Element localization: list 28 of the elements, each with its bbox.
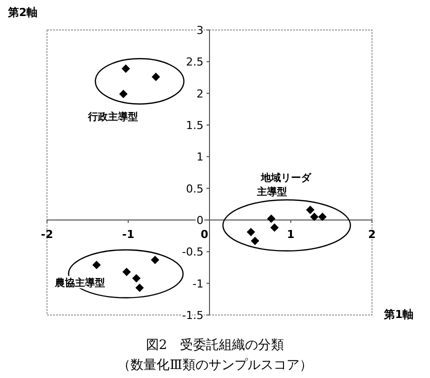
x-tick-label: 1 bbox=[286, 228, 295, 241]
y-axis-title: 第2軸 bbox=[7, 6, 38, 19]
text: 図2 受委託組織の分類 bbox=[146, 338, 284, 353]
y-tick-label: -1.5 bbox=[182, 309, 204, 322]
annotation: 主導型 bbox=[256, 186, 287, 198]
text: （数量化Ⅲ類のサンプルスコア） bbox=[118, 358, 312, 373]
y-tick-label: -0.5 bbox=[182, 246, 204, 259]
annotation: 地域リーダ bbox=[260, 172, 312, 184]
x-tick-label: -2 bbox=[40, 228, 54, 241]
annotation: 行政主導型 bbox=[87, 111, 138, 123]
point bbox=[92, 260, 101, 270]
x-axis-title: 第1軸 bbox=[383, 308, 414, 321]
y-tick-label: -1 bbox=[192, 277, 204, 290]
point bbox=[132, 274, 141, 282]
x-tick-label: 2 bbox=[368, 228, 376, 241]
y-tick-label: 3 bbox=[196, 24, 204, 37]
point bbox=[135, 284, 144, 292]
y-tick-label: 2 bbox=[196, 87, 204, 100]
point bbox=[152, 72, 160, 82]
y-tick-label: 1 bbox=[196, 150, 204, 164]
point bbox=[122, 64, 130, 73]
y-tick-label: 0.5 bbox=[186, 182, 204, 196]
x-tick-label: -1 bbox=[122, 228, 134, 241]
point bbox=[119, 90, 128, 98]
point bbox=[150, 256, 160, 264]
point bbox=[122, 268, 131, 276]
y-tick-label: 1.5 bbox=[186, 119, 204, 132]
y-tick-label: 2.5 bbox=[186, 56, 204, 69]
